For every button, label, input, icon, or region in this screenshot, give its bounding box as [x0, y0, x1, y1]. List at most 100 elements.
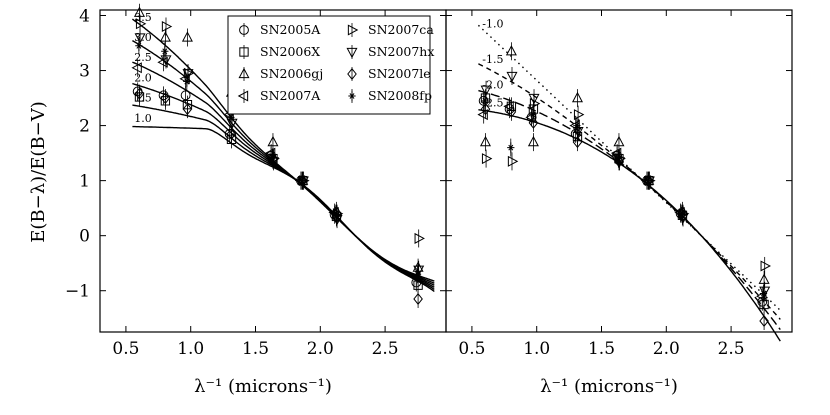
- x-tick-label: 1.5: [242, 339, 269, 359]
- data-point-sn2007ca: [481, 153, 493, 165]
- legend-label: SN2007A: [260, 88, 321, 103]
- data-point-sn2006gj: [505, 45, 517, 56]
- data-point-sn2007hx: [528, 93, 540, 105]
- y-tick-label: 1: [79, 172, 90, 192]
- data-point-sn2008fp: [183, 76, 191, 87]
- right-data-points: [477, 42, 771, 330]
- data-point-sn2007le: [182, 103, 193, 116]
- data-point-sn2008fp: [481, 95, 489, 107]
- curve-label-power: -1.5: [482, 53, 503, 66]
- data-point-sn2007hx: [134, 33, 146, 44]
- legend: SN2005A SN2007ca SN2006X SN2007hx SN2006gj SN…: [227, 15, 434, 115]
- data-point-sn2007hx: [506, 71, 518, 83]
- data-point-sn2007a: [503, 100, 514, 112]
- data-point-sn2007le: [134, 87, 145, 100]
- legend-label: SN2007hx: [368, 44, 434, 59]
- data-point-sn2007le: [413, 292, 423, 305]
- data-point-sn2006gj: [613, 135, 625, 147]
- model-curve-power: [478, 89, 781, 331]
- data-point-sn2006gj: [412, 261, 424, 272]
- data-point-sn2008fp: [507, 142, 515, 153]
- data-point-sn2008fp: [759, 288, 768, 299]
- x-tick-label: 2.5: [718, 339, 745, 359]
- data-point-sn2007le: [226, 127, 237, 140]
- data-point-sn2007hx: [480, 85, 492, 97]
- y-tick-label: 4: [79, 7, 90, 27]
- model-curve-rv: [132, 125, 435, 293]
- data-point-sn2007ca: [573, 109, 585, 121]
- x-tick-label: 1.5: [588, 339, 615, 359]
- data-point-sn2007le: [160, 92, 171, 105]
- x-tick-label: 2.0: [653, 339, 680, 359]
- data-point-sn2006gj: [267, 135, 279, 147]
- data-point-sn2007le: [528, 116, 539, 129]
- legend-marker-sn2008fp: [348, 90, 356, 102]
- data-point-sn2007ca: [161, 21, 173, 33]
- data-point-sn2006gj: [133, 6, 145, 17]
- data-point-sn2008fp: [529, 109, 537, 120]
- legend-box: [227, 15, 431, 115]
- data-point-sn2008fp: [161, 46, 169, 57]
- legend-label: SN2008fp: [368, 88, 432, 103]
- data-point-sn2008fp: [135, 40, 143, 51]
- data-point-sn2006gj: [571, 91, 583, 103]
- data-point-sn2007ca: [135, 18, 147, 30]
- y-tick-label: 2: [79, 117, 90, 137]
- x-axis-label-left: λ⁻¹ (microns⁻¹): [194, 376, 332, 397]
- left-axis-ticks: 0.5 1.0 1.5 2.0 2.5 −1 0 1 2 3 4: [65, 7, 446, 359]
- data-point-sn2008fp: [268, 152, 276, 163]
- curve-label-rv: 1.0: [134, 112, 152, 125]
- legend-marker-sn2006gj: [238, 67, 250, 79]
- x-tick-label: 0.5: [458, 339, 485, 359]
- curve-label-power: -1.0: [482, 17, 503, 30]
- x-axis-label-right: λ⁻¹ (microns⁻¹): [540, 376, 678, 397]
- y-tick-label: 3: [79, 62, 90, 82]
- data-point-sn2005a: [180, 90, 191, 101]
- y-tick-label: −1: [65, 282, 90, 302]
- right-axis-ticks: 0.5 1.0 1.5 2.0 2.5: [446, 10, 792, 359]
- data-point-sn2007le: [677, 210, 688, 223]
- model-curve-power: [478, 63, 781, 320]
- data-point-sn2005a: [224, 128, 235, 139]
- x-tick-label: 2.0: [307, 339, 334, 359]
- x-tick-label: 2.5: [372, 339, 399, 359]
- right-axes-frame: [445, 9, 793, 333]
- data-point-sn2006gj: [181, 31, 193, 42]
- data-point-sn2007le: [643, 174, 654, 187]
- data-point-sn2007le: [614, 155, 624, 168]
- legend-marker-sn2006x: [239, 47, 249, 57]
- data-point-sn2008fp: [614, 153, 622, 164]
- data-point-sn2007hx: [182, 69, 194, 80]
- data-point-sn2007hx: [160, 55, 172, 66]
- data-point-sn2007ca: [414, 232, 425, 244]
- legend-marker-sn2007ca: [347, 24, 359, 36]
- legend-label: SN2005A: [260, 22, 321, 37]
- model-curve-power: [478, 109, 781, 342]
- x-tick-label: 1.0: [523, 339, 550, 359]
- data-point-sn2007hx: [413, 265, 425, 277]
- data-point-sn2007le: [480, 103, 491, 116]
- curve-label-power: -2.0: [482, 78, 503, 91]
- data-point-sn2006gj: [159, 31, 171, 42]
- right-model-curves: [477, 24, 781, 342]
- data-point-sn2007le: [297, 174, 308, 187]
- data-point-sn2008fp: [332, 208, 340, 219]
- x-tick-label: 0.5: [112, 339, 139, 359]
- data-point-sn2008fp: [227, 112, 235, 123]
- legend-label: SN2006gj: [260, 66, 323, 81]
- curve-label-rv: 2.0: [134, 71, 152, 84]
- data-point-sn2007ca: [183, 67, 195, 79]
- data-point-sn2008fp: [573, 120, 581, 131]
- left-model-curves: [131, 18, 435, 293]
- legend-label: SN2007le: [368, 66, 431, 81]
- right-panel: -1.0-1.5-2.0-2.5 0.5 1.0 1.5 2.0 2.5: [445, 9, 793, 359]
- data-point-sn2007le: [572, 136, 583, 149]
- data-point-sn2007a: [477, 109, 488, 121]
- data-point-sn2007a: [131, 62, 142, 74]
- legend-marker-sn2005a: [239, 25, 249, 35]
- data-point-sn2007ca: [760, 260, 771, 272]
- data-point-sn2008fp: [298, 175, 306, 186]
- legend-marker-sn2007le: [347, 67, 357, 81]
- left-data-points: [131, 3, 425, 308]
